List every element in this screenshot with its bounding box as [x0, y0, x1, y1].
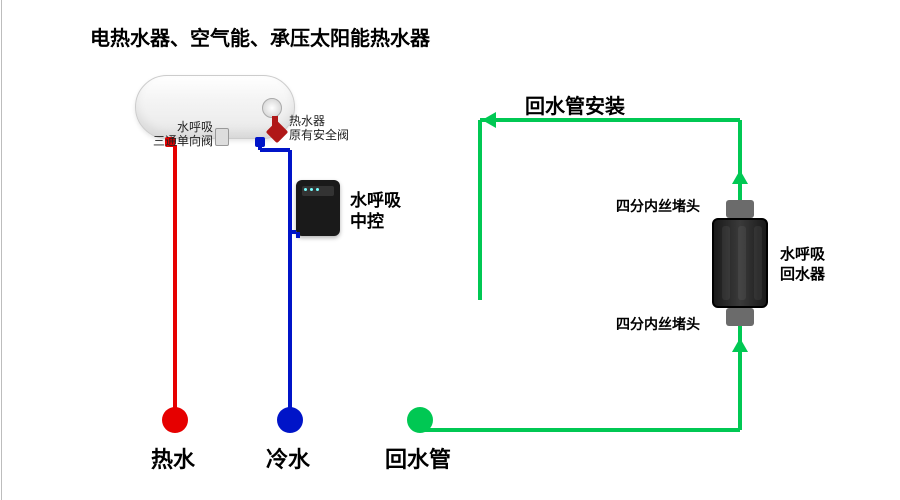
- hot-pipe-vertical: [173, 145, 177, 420]
- hot-terminal-dot: [162, 407, 188, 433]
- cold-label: 冷水: [266, 442, 310, 474]
- plug-top-label: 四分内丝堵头: [616, 196, 700, 216]
- return-arrow-1: [732, 338, 748, 352]
- controller-box: [296, 180, 340, 236]
- return-pipe-across-bottom: [420, 428, 740, 432]
- return-label: 回水管: [385, 442, 451, 474]
- safety-valve-stem: [272, 116, 278, 126]
- device-bottom-fitting: [726, 308, 754, 326]
- cold-controller-stub: [296, 232, 300, 238]
- safety-valve-label: 热水器 原有安全阀: [289, 114, 349, 143]
- page-title: 电热水器、空气能、承压太阳能热水器: [90, 22, 430, 51]
- return-pipe-up2: [738, 320, 742, 430]
- hot-label: 热水: [151, 442, 195, 474]
- return-device-body: [712, 218, 768, 308]
- section-title: 回水管安装: [525, 90, 625, 119]
- return-arrow-2: [732, 170, 748, 184]
- return-pipe-up3: [738, 120, 742, 200]
- device-top-fitting: [726, 200, 754, 218]
- controller-label: 水呼吸 中控: [350, 190, 401, 233]
- cold-pipe-vertical: [288, 150, 292, 420]
- return-pipe-leftdown: [478, 120, 482, 300]
- check-valve-icon: [215, 128, 229, 146]
- cold-pipe-drop: [258, 145, 262, 150]
- cold-terminal-dot: [277, 407, 303, 433]
- return-pipe-top: [480, 118, 740, 122]
- left-border-line: [1, 0, 2, 500]
- heater-dial-icon: [262, 98, 282, 118]
- plug-bottom-label: 四分内丝堵头: [616, 314, 700, 334]
- return-device-label: 水呼吸 回水器: [780, 245, 825, 284]
- check-valve-label: 水呼吸 三通单向阀: [149, 120, 213, 149]
- return-arrow-3: [482, 112, 496, 128]
- cold-pipe-top: [260, 148, 290, 152]
